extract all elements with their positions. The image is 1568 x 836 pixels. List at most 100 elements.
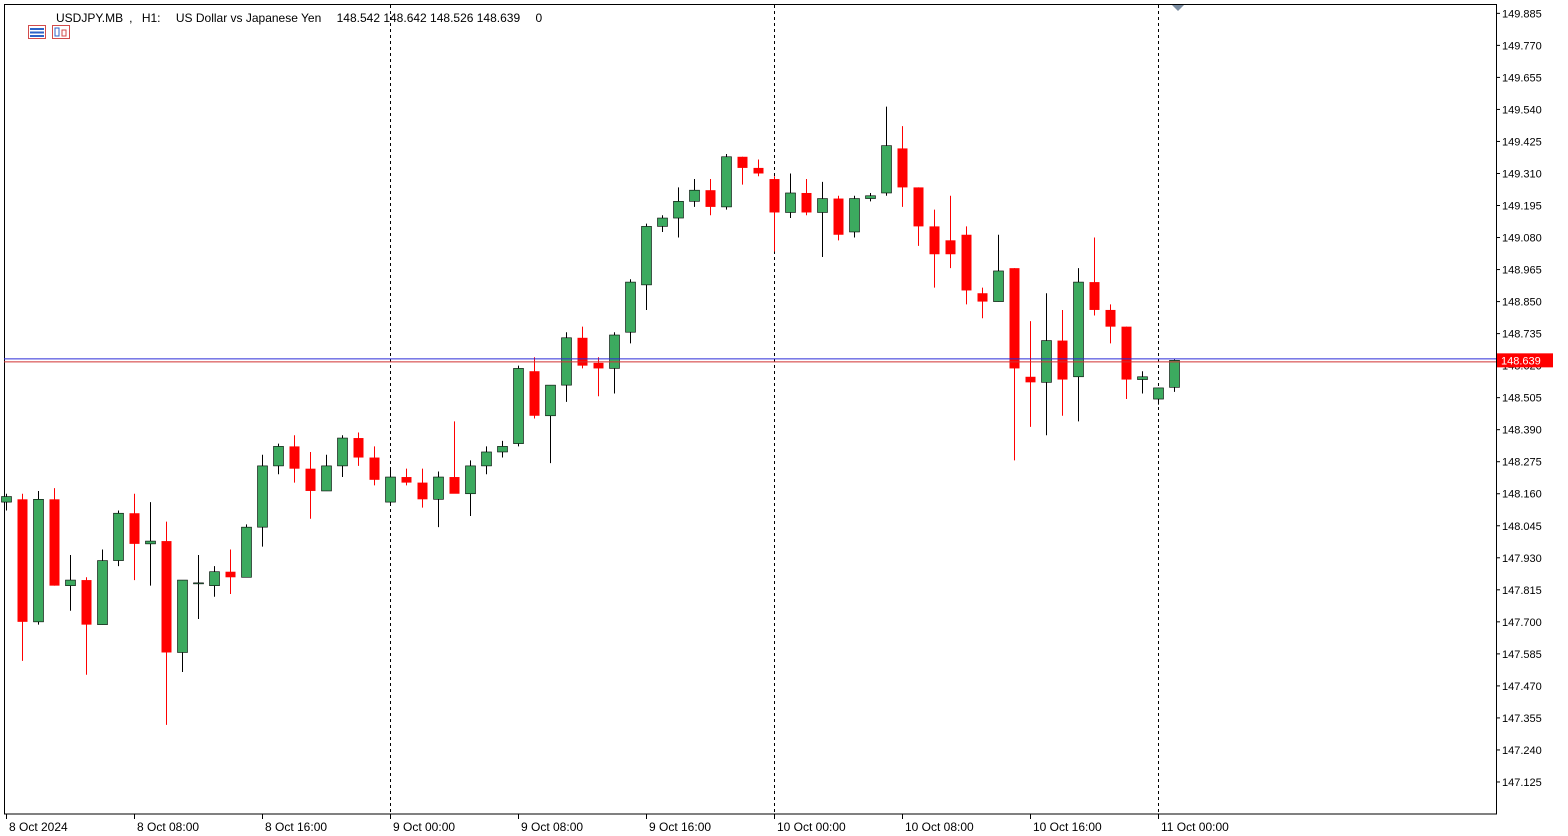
chart-window-icon[interactable] <box>32 11 71 39</box>
x-tick-label: 11 Oct 00:00 <box>1161 820 1229 834</box>
y-tick-label: 149.885 <box>1502 8 1542 20</box>
candle-bull <box>385 476 396 503</box>
symbol-label: USDJPY.MB <box>56 11 124 25</box>
y-tick-label: 148.045 <box>1502 521 1542 533</box>
candle-bear <box>1105 309 1116 327</box>
candle-bear <box>225 571 236 578</box>
y-tick-label: 147.815 <box>1502 585 1542 597</box>
candle-bull <box>849 198 860 233</box>
candle-bear <box>737 156 748 168</box>
y-tick-label: 147.930 <box>1502 553 1542 565</box>
x-tick-label: 10 Oct 16:00 <box>1033 820 1102 834</box>
volume-label: 0 <box>535 11 543 25</box>
candle-bear <box>945 240 956 255</box>
candle-bear <box>1009 268 1020 369</box>
candle-bull <box>193 582 204 585</box>
x-tick-label: 9 Oct 16:00 <box>649 820 711 834</box>
x-tick-label: 9 Oct 00:00 <box>393 820 455 834</box>
y-tick-label: 149.540 <box>1502 104 1542 116</box>
candle-bull <box>497 446 508 453</box>
candle-bear <box>49 499 60 586</box>
candle-bear <box>593 362 604 369</box>
candle-bull <box>1153 387 1164 400</box>
y-tick-label: 149.425 <box>1502 136 1542 148</box>
y-tick-label: 147.125 <box>1502 777 1542 789</box>
candle-bull <box>865 195 876 199</box>
chart-header: USDJPY.MB, H1: US Dollar vs Japanese Yen… <box>8 11 543 39</box>
candle-bull <box>145 540 156 545</box>
chart-properties-icon[interactable] <box>8 11 47 39</box>
y-tick-label: 148.850 <box>1502 297 1542 309</box>
candle-bull <box>817 198 828 213</box>
candle-bear <box>81 580 92 625</box>
y-tick-label: 147.470 <box>1502 681 1542 693</box>
candle-bull <box>689 189 700 202</box>
y-tick-label: 148.390 <box>1502 425 1542 437</box>
y-tick-label: 148.275 <box>1502 457 1542 469</box>
candle-bull <box>241 526 252 578</box>
candle-bull <box>881 145 892 194</box>
x-tick-label: 8 Oct 16:00 <box>265 820 327 834</box>
candle-bear <box>753 167 764 174</box>
candle-bull <box>545 384 556 417</box>
y-tick-label: 149.080 <box>1502 233 1542 245</box>
candle-bull <box>673 201 684 219</box>
candle-bear <box>449 477 460 494</box>
current-price-tag <box>1497 353 1553 368</box>
chart-shift-marker-icon[interactable] <box>1172 5 1184 11</box>
x-tick-label: 10 Oct 08:00 <box>905 820 974 834</box>
candle-bear <box>705 190 716 207</box>
candle-bull <box>513 368 524 444</box>
candle-bear <box>401 477 412 483</box>
candle-bull <box>1169 360 1180 388</box>
y-tick-label: 149.310 <box>1502 168 1542 180</box>
x-tick-label: 10 Oct 00:00 <box>777 820 846 834</box>
candle-bear <box>769 179 780 213</box>
y-tick-label: 147.240 <box>1502 745 1542 757</box>
candle-bear <box>977 293 988 302</box>
candle-bear <box>929 226 940 255</box>
candle-bear <box>897 148 908 188</box>
candle-bull <box>609 334 620 369</box>
candle-bull <box>97 560 108 625</box>
candle-bull <box>433 476 444 500</box>
y-tick-label: 148.965 <box>1502 265 1542 277</box>
candle-bear <box>369 457 380 480</box>
candle-bear <box>289 446 300 469</box>
candle-bear <box>833 198 844 235</box>
candle-bull <box>257 465 268 528</box>
plot-border <box>4 4 1497 815</box>
y-tick-label: 147.355 <box>1502 713 1542 725</box>
current-price-label: 148.639 <box>1501 355 1541 367</box>
x-tick-label: 9 Oct 08:00 <box>521 820 583 834</box>
candle-bull <box>641 226 652 286</box>
candle-bull <box>625 281 636 333</box>
candle-bull <box>177 579 188 653</box>
candle-bull <box>1 496 12 503</box>
candle-bull <box>481 451 492 467</box>
y-tick-label: 148.735 <box>1502 329 1542 341</box>
candle-bull <box>209 571 220 586</box>
y-tick-label: 147.585 <box>1502 649 1542 661</box>
candle-bear <box>353 438 364 458</box>
candle-bull <box>465 465 476 495</box>
y-tick-label: 149.195 <box>1502 201 1542 213</box>
candle-bull <box>33 499 44 623</box>
candle-bear <box>801 192 812 213</box>
candle-bear <box>417 482 428 500</box>
candle-bull <box>337 437 348 467</box>
candle-bull <box>657 217 668 227</box>
candle-bull <box>273 446 284 467</box>
candle-bull <box>1137 376 1148 380</box>
y-tick-label: 149.770 <box>1502 40 1542 52</box>
candle-bull <box>113 512 124 561</box>
candle-bear <box>961 234 972 291</box>
timeframe-label: H1: <box>141 11 161 25</box>
candle-bear <box>305 468 316 491</box>
candle-bear <box>1057 340 1068 380</box>
candle-bear <box>1089 282 1100 310</box>
candle-bear <box>17 499 28 622</box>
candle-bull <box>721 156 732 208</box>
